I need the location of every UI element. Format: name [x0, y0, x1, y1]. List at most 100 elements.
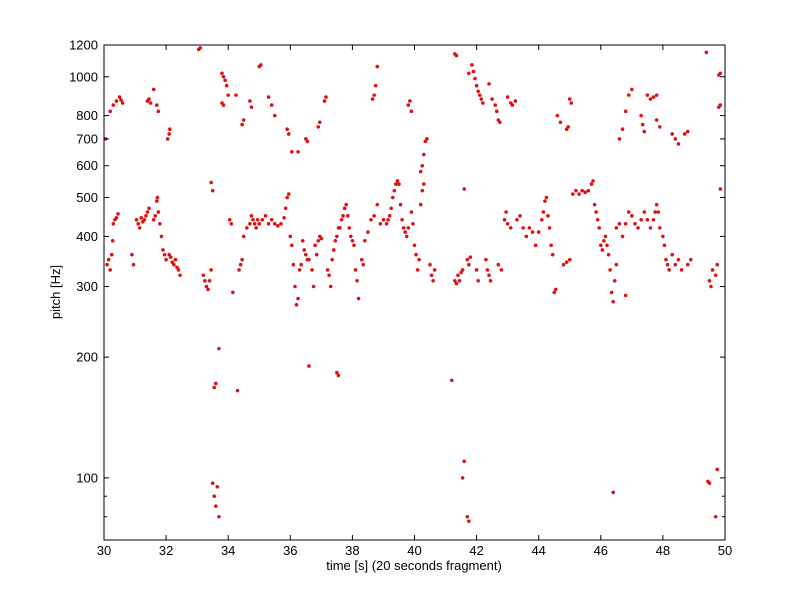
data-point: [718, 71, 723, 76]
data-point: [105, 262, 109, 267]
data-point: [240, 257, 244, 262]
data-point: [131, 262, 136, 267]
data-point: [476, 89, 480, 94]
data-point: [477, 93, 482, 97]
data-point: [403, 230, 407, 234]
data-point: [586, 188, 591, 193]
data-point: [473, 76, 477, 81]
data-point: [715, 467, 720, 472]
data-point: [223, 78, 227, 83]
data-point: [168, 255, 173, 259]
data-point: [718, 187, 723, 191]
data-point: [293, 284, 297, 289]
data-points-layer: [103, 46, 723, 523]
data-point: [148, 101, 153, 105]
data-point: [457, 278, 462, 283]
data-point: [206, 287, 210, 292]
data-point: [290, 150, 294, 154]
data-point: [342, 206, 347, 211]
data-point: [510, 103, 515, 107]
data-point: [156, 210, 161, 214]
data-point: [328, 284, 333, 289]
x-tick-label: 50: [718, 543, 732, 558]
data-point: [154, 199, 159, 203]
data-point: [139, 216, 144, 220]
data-point: [251, 217, 255, 222]
data-point: [707, 278, 712, 283]
data-point: [266, 221, 271, 226]
data-point: [626, 93, 631, 97]
data-point: [231, 290, 235, 295]
data-point: [414, 252, 418, 257]
data-point: [137, 226, 142, 230]
data-point: [429, 273, 434, 278]
data-point: [260, 217, 265, 222]
data-point: [209, 268, 213, 272]
data-point: [591, 179, 595, 183]
data-point: [536, 230, 541, 234]
data-point: [266, 95, 271, 99]
data-point: [406, 226, 411, 230]
data-point: [485, 268, 490, 272]
data-point: [718, 103, 723, 107]
data-point: [172, 262, 176, 267]
data-point: [471, 69, 476, 74]
data-point: [153, 214, 158, 218]
data-point: [249, 105, 254, 109]
data-point: [453, 278, 457, 283]
data-point: [162, 252, 167, 257]
data-point: [597, 226, 602, 230]
data-point: [617, 137, 622, 141]
data-point: [109, 252, 114, 257]
x-tick-label: 48: [656, 543, 670, 558]
data-point: [322, 99, 327, 103]
data-point: [272, 221, 277, 226]
data-point: [404, 234, 409, 239]
data-point: [147, 206, 151, 211]
data-point: [375, 64, 380, 69]
data-point: [215, 485, 220, 489]
data-point: [144, 214, 148, 218]
data-point: [648, 97, 653, 101]
data-point: [397, 182, 401, 186]
data-point: [670, 252, 675, 257]
data-point: [217, 346, 221, 351]
data-point: [656, 210, 661, 214]
data-point: [651, 217, 656, 222]
x-tick-label: 42: [469, 543, 483, 558]
data-point: [470, 63, 474, 67]
data-point: [114, 216, 119, 220]
data-point: [213, 381, 218, 386]
data-point: [670, 132, 675, 136]
data-point: [490, 97, 494, 101]
data-point: [238, 262, 243, 267]
x-axis-label: time [s] (20 seconds fragment): [326, 558, 502, 573]
data-point: [676, 257, 681, 262]
data-point: [561, 262, 566, 267]
data-point: [352, 243, 356, 248]
data-point: [363, 238, 367, 243]
data-point: [240, 122, 244, 127]
data-point: [213, 504, 218, 508]
data-point: [498, 120, 502, 125]
data-point: [657, 125, 662, 129]
data-point: [257, 221, 262, 226]
data-point: [460, 476, 465, 480]
data-point: [282, 216, 286, 220]
y-tick-label: 800: [76, 108, 98, 123]
data-point: [620, 127, 625, 132]
data-point: [159, 234, 164, 239]
data-point: [662, 243, 667, 248]
x-tick-label: 36: [283, 543, 297, 558]
data-point: [454, 281, 459, 286]
x-tick-label: 30: [97, 543, 111, 558]
data-point: [502, 217, 507, 222]
data-point: [151, 87, 156, 92]
data-point: [335, 234, 339, 239]
data-point: [288, 234, 293, 239]
data-point: [465, 257, 470, 262]
data-point: [467, 519, 471, 523]
data-point: [331, 248, 336, 252]
